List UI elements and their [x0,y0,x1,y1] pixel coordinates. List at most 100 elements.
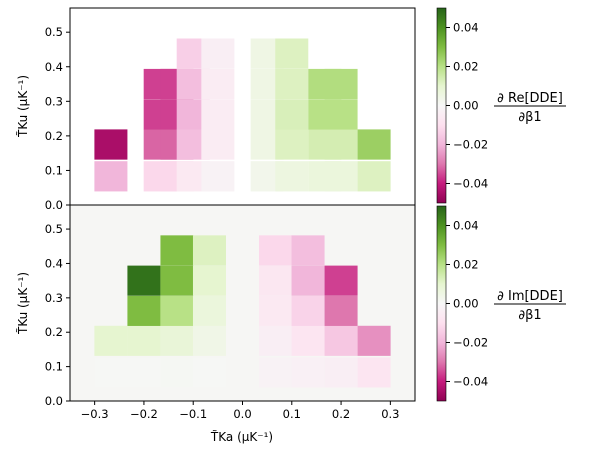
bottom-colorbar-label-denominator: ∂β1 [518,308,541,323]
x-tick-label: 0.0 [233,407,251,421]
bottom-heatmap-cell [160,325,194,356]
bottom-heatmap-cell [291,295,325,326]
top-heatmap-cell [201,38,235,69]
top-heatmap-cell [357,161,391,192]
top-heatmap-cell [275,68,309,100]
bottom-colorbar-tick-label: −0.02 [453,336,488,350]
bottom-heatmap-cell [324,295,358,326]
x-tick-label: 0.2 [332,407,350,421]
x-axis-label: T̃Ka (μK⁻¹) [210,430,273,444]
bottom-colorbar: 0.04 0.02 0.00 −0.02 −0.04 ∂ Im[DDE] ∂β1 [436,205,566,402]
top-heatmap-panel: 0.0 0.1 0.2 0.3 0.4 0.5 T̃Ku (μK⁻¹) [16,7,416,212]
bottom-y-tick-label: 0.0 [45,394,63,408]
top-y-axis-label: T̃Ku (μK⁻¹) [16,75,30,138]
top-y-tick-label: 0.3 [45,94,63,108]
top-y-tick-label: 0.2 [45,129,63,143]
bottom-heatmap-cell [324,357,358,388]
top-heatmap-cell [201,161,235,192]
bottom-heatmap-cell [357,325,391,356]
top-y-tick-label: 0.1 [45,163,63,177]
top-heatmap-cell [275,99,309,130]
top-heatmap-cell [201,68,235,100]
bottom-heatmap-cell [357,357,391,388]
bottom-colorbar-tick-label: −0.04 [453,375,488,389]
bottom-colorbar-ticks: 0.04 0.02 0.00 −0.02 −0.04 [446,219,488,389]
bottom-heatmap-cell [160,357,194,388]
bottom-heatmap-cell [192,295,226,326]
bottom-heatmap-cell [291,357,325,388]
x-tick-label: −0.2 [130,407,158,421]
bottom-heatmap-cell [291,265,325,296]
top-y-ticks: 0.0 0.1 0.2 0.3 0.4 0.5 [45,25,70,212]
bottom-heatmap-cell [127,295,161,326]
bottom-heatmap-cell [192,325,226,356]
bottom-y-ticks: 0.0 0.1 0.2 0.3 0.4 0.5 [45,222,70,408]
bottom-colorbar-tick-label: 0.04 [453,219,479,233]
bottom-heatmap-cell [192,235,226,266]
top-y-tick-label: 0.0 [45,198,63,212]
x-tick-label: 0.3 [381,407,399,421]
top-heatmap-cell [275,38,309,69]
bottom-heatmap-cell [324,325,358,356]
top-heatmap-cell [324,99,358,130]
top-colorbar-tick-label: 0.04 [453,21,479,35]
top-heatmap-cell [94,129,128,160]
bottom-heatmap-cell [259,265,293,296]
bottom-heatmap-cell [94,357,128,388]
bottom-heatmap-cell [291,235,325,266]
top-colorbar-ticks: 0.04 0.02 0.00 −0.02 −0.04 [446,21,488,191]
bottom-colorbar-tick-label: 0.02 [453,258,479,272]
bottom-colorbar-label-numerator: ∂ Im[DDE] [497,289,563,304]
top-colorbar-tick-label: −0.02 [453,138,488,152]
top-heatmap-cell [357,129,391,160]
top-heatmap-cells [94,38,391,192]
bottom-colorbar-gradient [436,205,447,402]
bottom-heatmap-cell [192,357,226,388]
top-colorbar-tick-label: 0.00 [453,99,479,113]
bottom-y-tick-label: 0.3 [45,291,63,305]
bottom-heatmap-cell [259,325,293,356]
bottom-x-ticks: −0.3 −0.2 −0.1 0.0 0.1 0.2 0.3 [81,401,400,421]
bottom-heatmap-cell [259,235,293,266]
top-heatmap-cell [201,129,235,160]
bottom-y-axis-label: T̃Ku (μK⁻¹) [16,272,30,335]
top-heatmap-cell [201,99,235,130]
bottom-heatmap-cell [160,235,194,266]
top-colorbar-label-numerator: ∂ Re[DDE] [497,91,563,106]
bottom-heatmap-cell [94,325,128,356]
top-colorbar-gradient [436,7,447,204]
x-tick-label: −0.3 [81,407,109,421]
bottom-heatmap-cell [127,357,161,388]
top-colorbar-label-denominator: ∂β1 [518,110,541,125]
bottom-heatmap-cell [127,325,161,356]
top-heatmap-cell [94,161,128,192]
bottom-y-tick-label: 0.2 [45,325,63,339]
bottom-heatmap-cells [94,235,391,388]
top-colorbar-tick-label: 0.02 [453,60,479,74]
top-heatmap-cell [324,129,358,160]
bottom-heatmap-cell [160,265,194,296]
bottom-heatmap-cell [259,357,293,388]
top-y-tick-label: 0.4 [45,60,63,74]
top-heatmap-cell [275,129,309,160]
bottom-heatmap-panel: 0.0 0.1 0.2 0.3 0.4 0.5 −0.3 −0.2 −0.1 0.0 0.1 0.2… [16,204,416,444]
bottom-heatmap-cell [160,295,194,326]
bottom-heatmap-cell [127,265,161,296]
bottom-colorbar-tick-label: 0.00 [453,297,479,311]
top-colorbar: 0.04 0.02 0.00 −0.02 −0.04 ∂ Re[DDE] ∂β1 [436,7,566,204]
bottom-heatmap-cell [259,295,293,326]
bottom-y-tick-label: 0.1 [45,360,63,374]
top-y-tick-label: 0.5 [45,25,63,39]
top-heatmap-cell [324,68,358,100]
top-colorbar-tick-label: −0.04 [453,177,488,191]
bottom-plot-frame [69,204,416,402]
x-tick-label: −0.1 [179,407,207,421]
bottom-heatmap-cell [324,265,358,296]
bottom-y-tick-label: 0.4 [45,256,63,270]
bottom-y-tick-label: 0.5 [45,222,63,236]
bottom-heatmap-cell [192,265,226,296]
bottom-heatmap-cell [291,325,325,356]
x-tick-label: 0.1 [283,407,301,421]
top-heatmap-cell [275,161,309,192]
